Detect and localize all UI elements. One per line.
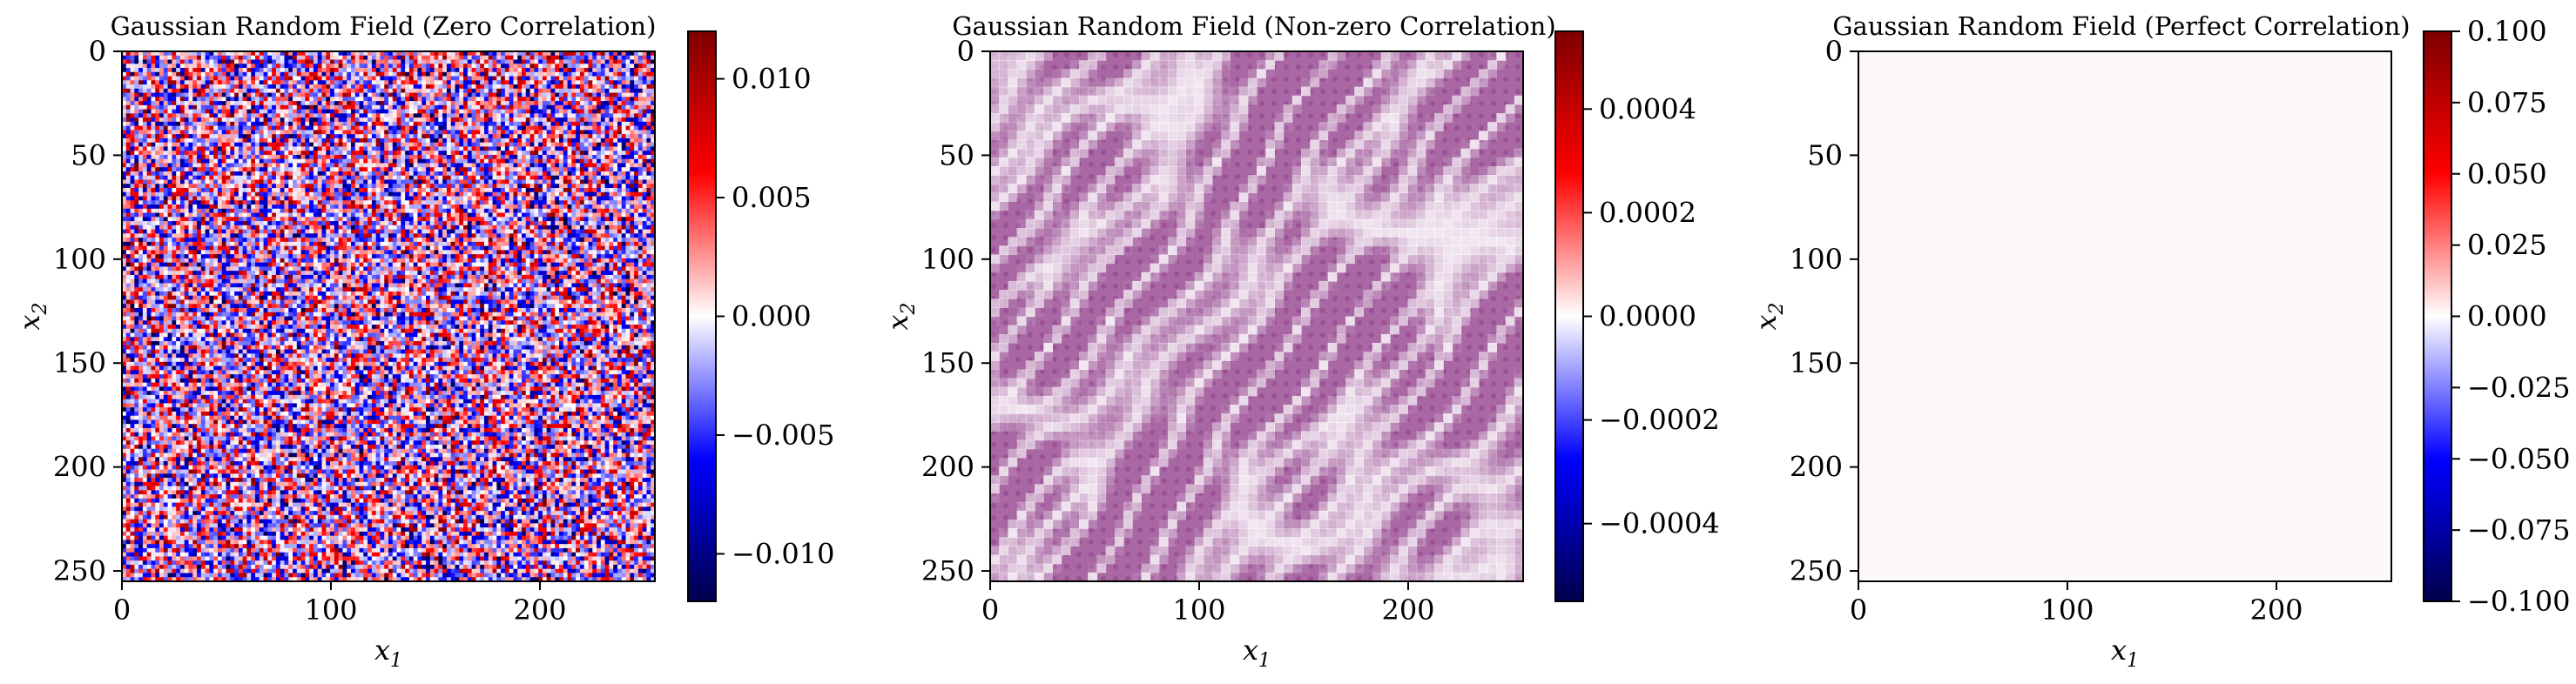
colorbar-tick-label: 0.0000 (1599, 300, 1696, 333)
y-tick-label: 200 (921, 451, 974, 484)
x-tick-label: 0 (981, 593, 999, 627)
colorbar-tick-label: −0.075 (2467, 513, 2570, 547)
colorbar-tick-label: 0.010 (732, 63, 812, 96)
colorbar-tick-label: 0.000 (732, 300, 812, 333)
y-tick-label: 100 (1790, 243, 1843, 276)
y-tick-label: 50 (1807, 138, 1843, 171)
correlated-field (990, 51, 1523, 581)
y-tick-label: 50 (71, 138, 106, 171)
x-tick-label: 200 (2249, 593, 2303, 627)
y-tick-label: 50 (939, 138, 974, 171)
chart-title: Gaussian Random Field (Non-zero Correlat… (952, 11, 1555, 41)
colorbar-tick-label: −0.0002 (1599, 404, 1720, 437)
y-tick-label: 200 (1790, 451, 1843, 484)
y-tick-label: 0 (1825, 35, 1843, 68)
y-axis-label: x2 (881, 302, 920, 330)
colorbar: 0.100 0.075 0.050 0.025 0.000 −0.025 −0.050 −0.… (2423, 15, 2570, 618)
heatmap-area (989, 50, 1524, 582)
colorbar-tick-label: −0.025 (2467, 371, 2570, 404)
axes: 0 100 200 0 50 100 150 200 250 x1 x2 (1750, 35, 2303, 672)
y-tick-label: 250 (921, 554, 974, 587)
y-tick-label: 0 (957, 35, 974, 68)
y-tick-label: 100 (53, 243, 106, 276)
x-tick-label: 0 (1850, 593, 1867, 627)
colorbar-tick-label: 0.000 (2467, 300, 2547, 333)
x-axis-label: x1 (374, 634, 402, 672)
x-tick-label: 200 (1381, 593, 1434, 627)
axes: 0 100 200 0 50 100 150 200 250 x1 x2 (13, 35, 567, 672)
x-axis-label: x1 (1243, 634, 1271, 672)
colorbar-tick-label: 0.0002 (1599, 196, 1696, 229)
colorbar-tick-label: 0.025 (2467, 229, 2547, 262)
x-tick-label: 100 (304, 593, 357, 627)
colorbar-tick-label: 0.005 (732, 181, 812, 214)
noise-field (122, 51, 656, 582)
y-tick-label: 250 (1790, 554, 1843, 587)
y-tick-label: 150 (1790, 346, 1843, 379)
x-tick-label: 200 (513, 593, 566, 627)
colorbar: 0.010 0.005 0.000 −0.005 −0.010 (687, 30, 834, 602)
panel-perfect-correlation: Gaussian Random Field (Perfect Correlati… (1750, 11, 2570, 672)
panel-zero-correlation: Gaussian Random Field (Zero Correlation)… (13, 11, 834, 672)
y-tick-label: 150 (921, 346, 974, 379)
constant-field (1858, 50, 2392, 582)
y-tick-label: 0 (89, 35, 106, 68)
chart-title: Gaussian Random Field (Zero Correlation) (111, 11, 657, 41)
x-tick-label: 0 (113, 593, 131, 627)
y-tick-label: 250 (53, 554, 106, 587)
axes: 0 100 200 0 50 100 150 200 250 x1 x2 (881, 35, 1435, 672)
y-tick-label: 100 (921, 243, 974, 276)
y-tick-label: 150 (53, 346, 106, 379)
y-axis-label: x2 (13, 302, 51, 330)
x-tick-label: 100 (2040, 593, 2094, 627)
chart-title: Gaussian Random Field (Perfect Correlati… (1832, 11, 2410, 41)
colorbar-tick-label: −0.050 (2467, 442, 2570, 475)
colorbar-tick-label: 0.0004 (1599, 92, 1696, 125)
heatmap-area (121, 50, 656, 582)
colorbar-tick-label: −0.0004 (1599, 507, 1720, 540)
colorbar-tick-label: 0.050 (2467, 158, 2547, 191)
y-axis-label: x2 (1750, 302, 1788, 330)
colorbar-tick-label: −0.010 (732, 537, 834, 570)
x-axis-label: x1 (2111, 634, 2139, 672)
heatmap-area (1858, 50, 2392, 582)
colorbar: 0.0004 0.0002 0.0000 −0.0002 −0.0004 (1554, 30, 1720, 602)
colorbar-tick-label: 0.100 (2467, 15, 2547, 48)
colorbar-tick-label: −0.005 (732, 419, 834, 452)
colorbar-tick-label: −0.100 (2467, 585, 2570, 618)
panel-nonzero-correlation: Gaussian Random Field (Non-zero Correlat… (881, 11, 1720, 672)
y-tick-label: 200 (53, 451, 106, 484)
colorbar-tick-label: 0.075 (2467, 86, 2547, 119)
x-tick-label: 100 (1172, 593, 1225, 627)
